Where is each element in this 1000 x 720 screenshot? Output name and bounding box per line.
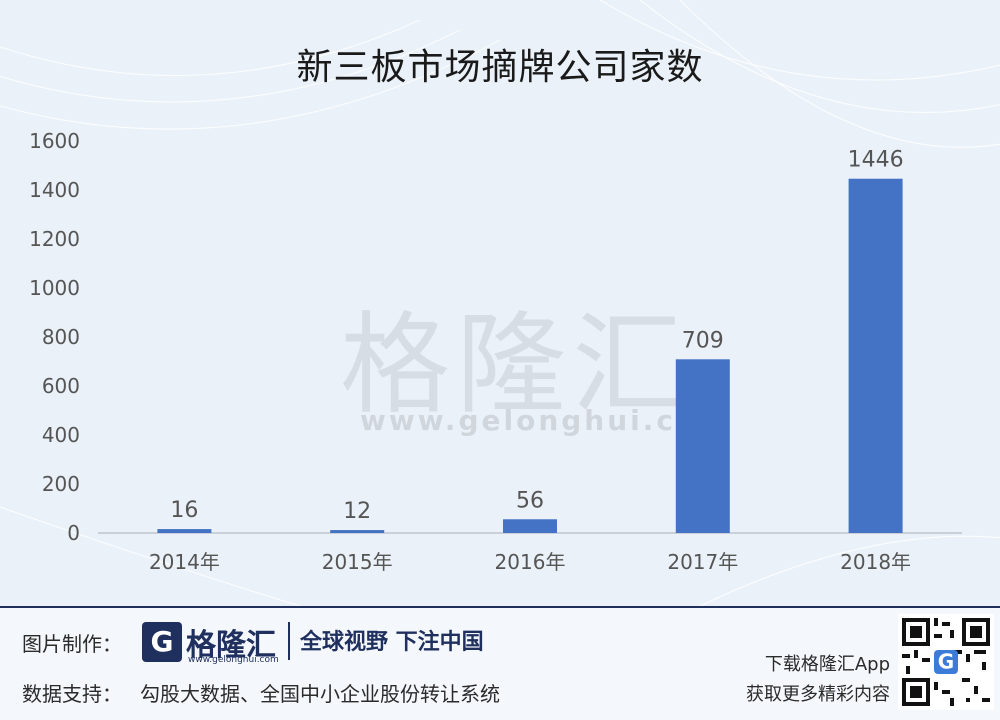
logo-divider xyxy=(288,622,290,660)
bar-data-label: 1446 xyxy=(848,148,904,173)
made-by-label: 图片制作： xyxy=(22,632,122,656)
bar-data-label: 12 xyxy=(343,499,371,524)
x-tick-label: 2014年 xyxy=(149,550,220,574)
y-tick-label: 1600 xyxy=(29,129,80,153)
data-support-label: 数据支持： xyxy=(22,682,122,706)
logo-url: www.gelonghui.com xyxy=(188,655,279,665)
x-tick-label: 2018年 xyxy=(840,550,911,574)
watermark-logo-text: 格隆汇 xyxy=(340,301,688,429)
download-app-text: 下载格隆汇App xyxy=(764,654,890,675)
bar-data-label: 16 xyxy=(170,498,198,523)
x-axis: 2014年 2015年 2016年 2017年 2018年 xyxy=(149,550,911,574)
logo-text: 格隆汇 xyxy=(186,628,276,663)
y-tick-label: 200 xyxy=(42,472,80,496)
bar-data-label: 56 xyxy=(516,488,544,513)
bar-data-label: 709 xyxy=(682,328,724,353)
bar xyxy=(503,519,557,533)
bar xyxy=(330,530,385,533)
y-tick-label: 0 xyxy=(67,521,80,545)
y-tick-label: 1000 xyxy=(29,276,80,300)
y-tick-label: 1400 xyxy=(29,178,80,202)
data-support-value: 勾股大数据、全国中小企业股份转让系统 xyxy=(140,682,500,706)
y-tick-label: 1200 xyxy=(29,227,80,251)
watermark-url: www.gelonghui.com xyxy=(360,404,731,437)
gelonghui-logo-icon: G xyxy=(142,622,182,662)
y-tick-label: 800 xyxy=(42,325,80,349)
svg-text:G: G xyxy=(938,649,954,673)
bar xyxy=(157,529,212,533)
chart-title: 新三板市场摘牌公司家数 xyxy=(296,47,704,88)
bar xyxy=(675,359,730,533)
background-pattern xyxy=(0,0,1000,606)
bar xyxy=(848,178,903,534)
qr-code-icon[interactable]: G xyxy=(898,614,994,710)
bars: 16 12 56 709 1446 xyxy=(157,148,904,534)
x-tick-label: 2017年 xyxy=(667,550,738,574)
footer-divider xyxy=(0,606,1000,608)
y-axis: 0 200 400 600 800 1000 1200 1400 1600 xyxy=(29,129,80,545)
y-tick-label: 400 xyxy=(42,423,80,447)
x-tick-label: 2015年 xyxy=(322,550,393,574)
x-tick-label: 2016年 xyxy=(495,550,566,574)
y-tick-label: 600 xyxy=(42,374,80,398)
slogan: 全球视野 下注中国 xyxy=(300,630,484,655)
more-content-text: 获取更多精彩内容 xyxy=(746,684,890,705)
